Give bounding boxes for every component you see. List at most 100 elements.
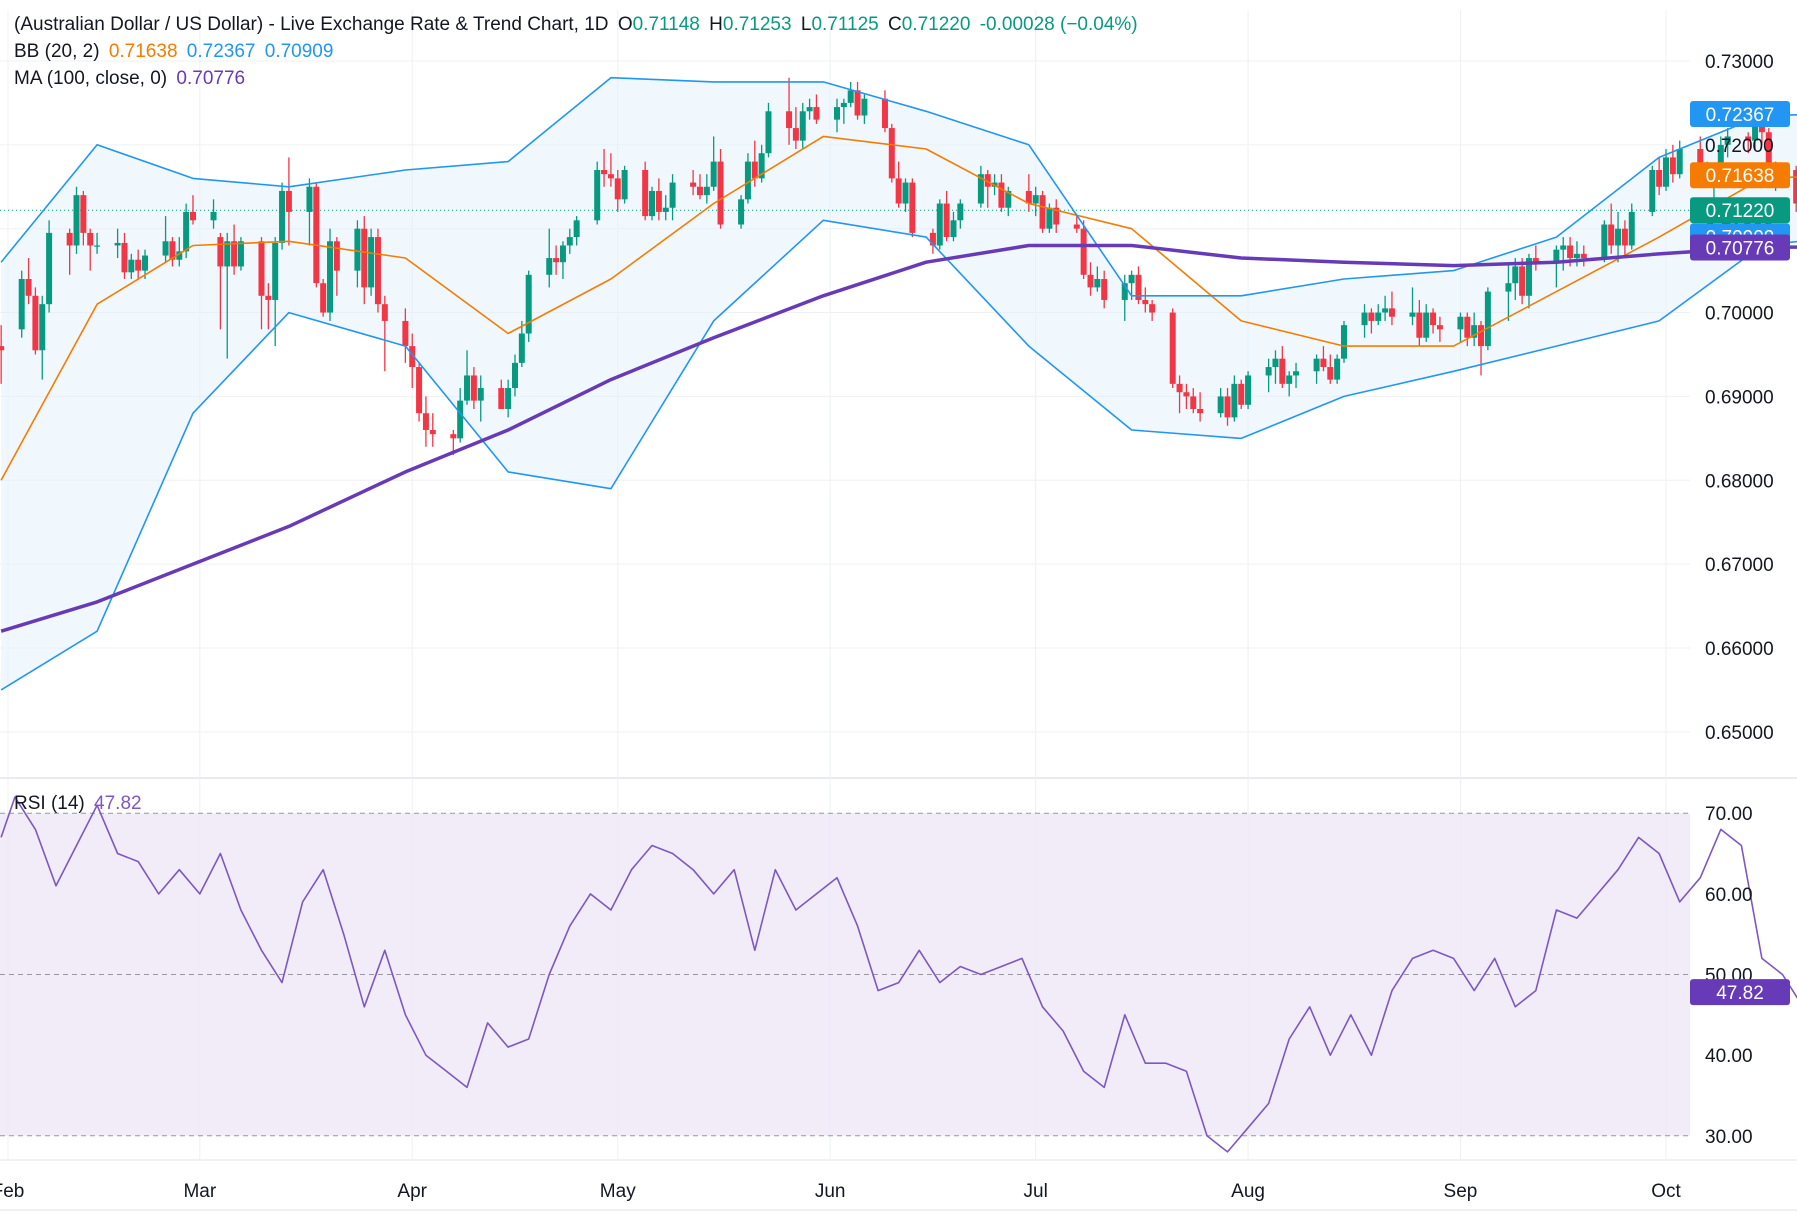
candle-body xyxy=(655,190,662,212)
price-badge-label: 0.72367 xyxy=(1706,105,1775,126)
candle-body xyxy=(1669,157,1676,175)
candle-body xyxy=(1512,266,1519,284)
candle-body xyxy=(792,128,799,141)
candle-body xyxy=(1053,207,1060,225)
candle-body xyxy=(696,186,703,196)
candle-body xyxy=(1615,228,1622,246)
candle-body xyxy=(1663,157,1669,187)
candle-body xyxy=(1361,312,1368,326)
candle-body xyxy=(39,304,46,351)
price-badge xyxy=(1690,101,1790,128)
candle-body xyxy=(1793,169,1797,204)
candle-body xyxy=(847,90,854,103)
candle-body xyxy=(1142,299,1149,305)
candle-body xyxy=(1560,245,1567,250)
candle-body xyxy=(1046,207,1053,229)
candle-body xyxy=(368,237,375,288)
month-label: Apr xyxy=(397,1181,427,1202)
price-badge-label: 0.70776 xyxy=(1706,238,1775,259)
rsi-tick-label: 30.00 xyxy=(1705,1127,1753,1148)
ma-legend-label: MA (100, close, 0) xyxy=(14,68,168,89)
candle-body xyxy=(498,388,505,409)
candle-body xyxy=(511,362,518,389)
candle-body xyxy=(381,304,388,321)
bb-legend-label: BB (20, 2) xyxy=(14,41,100,62)
bb-legend[interactable]: BB (20, 2) 0.71638 0.72367 0.70909 xyxy=(14,41,337,63)
rsi-value: 47.82 xyxy=(94,793,142,814)
candle-body xyxy=(142,255,149,271)
candle-body xyxy=(1293,371,1300,376)
candle-body xyxy=(1752,123,1759,141)
open-label: O xyxy=(617,14,633,35)
candle-body xyxy=(573,220,580,238)
candle-body xyxy=(614,178,621,200)
price-tick-label: 0.72000 xyxy=(1705,136,1774,157)
candle-body xyxy=(710,161,717,187)
candle-body xyxy=(80,195,87,233)
month-label: Aug xyxy=(1231,1181,1265,1202)
candle-body xyxy=(1025,190,1032,204)
change-value: -0.00028 (−0.04%) xyxy=(979,14,1138,35)
line-layer xyxy=(0,76,1797,1153)
candle-body xyxy=(1676,149,1683,175)
candle-body xyxy=(1423,312,1430,338)
bb-upper-value: 0.72367 xyxy=(186,41,256,62)
bollinger-band-fill xyxy=(1,77,1797,690)
candle-body xyxy=(1724,136,1731,145)
candle-body xyxy=(1697,149,1704,175)
candle-body xyxy=(559,245,566,263)
candle-body xyxy=(272,242,279,300)
candle-body xyxy=(1464,316,1471,338)
candle-body xyxy=(73,195,80,246)
candle-body xyxy=(1553,249,1560,263)
low-label: L xyxy=(800,14,812,35)
candle-body xyxy=(1169,312,1176,384)
candle-body xyxy=(313,186,320,284)
band-layer xyxy=(0,77,1797,1137)
candle-body xyxy=(87,232,94,246)
ma-100-line xyxy=(0,243,1797,633)
candle-body xyxy=(1272,358,1279,368)
rsi-legend-label: RSI (14) xyxy=(14,793,85,814)
candle-body xyxy=(669,182,676,208)
rsi-tick-label: 40.00 xyxy=(1705,1046,1753,1067)
price-badge-label: 0.71220 xyxy=(1706,201,1775,222)
candle-body xyxy=(183,211,190,252)
candle-body xyxy=(189,211,196,221)
bb-upper-line xyxy=(0,76,1797,297)
candle-body xyxy=(279,190,286,243)
candle-body xyxy=(422,413,429,430)
candle-body xyxy=(799,111,806,141)
candle-body xyxy=(1231,383,1238,418)
candle-body xyxy=(1573,253,1580,259)
rsi-legend[interactable]: RSI (14) 47.82 xyxy=(14,793,146,815)
candle-body xyxy=(327,241,334,313)
candle-body xyxy=(984,174,991,187)
candle-body xyxy=(546,258,553,275)
candle-body xyxy=(402,320,409,347)
candle-body xyxy=(1375,312,1382,321)
candle-body xyxy=(457,400,464,439)
candle-body xyxy=(46,232,53,305)
candle-body xyxy=(1073,224,1080,229)
month-label: Mar xyxy=(183,1181,216,1202)
candle-body xyxy=(121,242,128,273)
ma-legend[interactable]: MA (100, close, 0) 0.70776 xyxy=(14,68,249,90)
candle-body xyxy=(169,241,176,260)
candle-body xyxy=(94,245,101,247)
candle-body xyxy=(1340,325,1347,359)
symbol-legend[interactable]: (Australian Dollar / US Dollar) - Live E… xyxy=(14,14,1142,36)
candle-body xyxy=(594,169,601,221)
low-value: 0.71125 xyxy=(811,14,879,35)
candle-body xyxy=(909,182,916,233)
candle-body xyxy=(943,203,950,238)
candle-body xyxy=(881,98,888,129)
candle-body xyxy=(601,169,608,175)
candle-body xyxy=(1327,367,1334,380)
candle-body xyxy=(1430,312,1437,326)
candle-body xyxy=(1094,279,1101,288)
candle-body xyxy=(786,111,793,129)
candle-body xyxy=(1190,396,1197,409)
candle-body xyxy=(1525,258,1532,296)
